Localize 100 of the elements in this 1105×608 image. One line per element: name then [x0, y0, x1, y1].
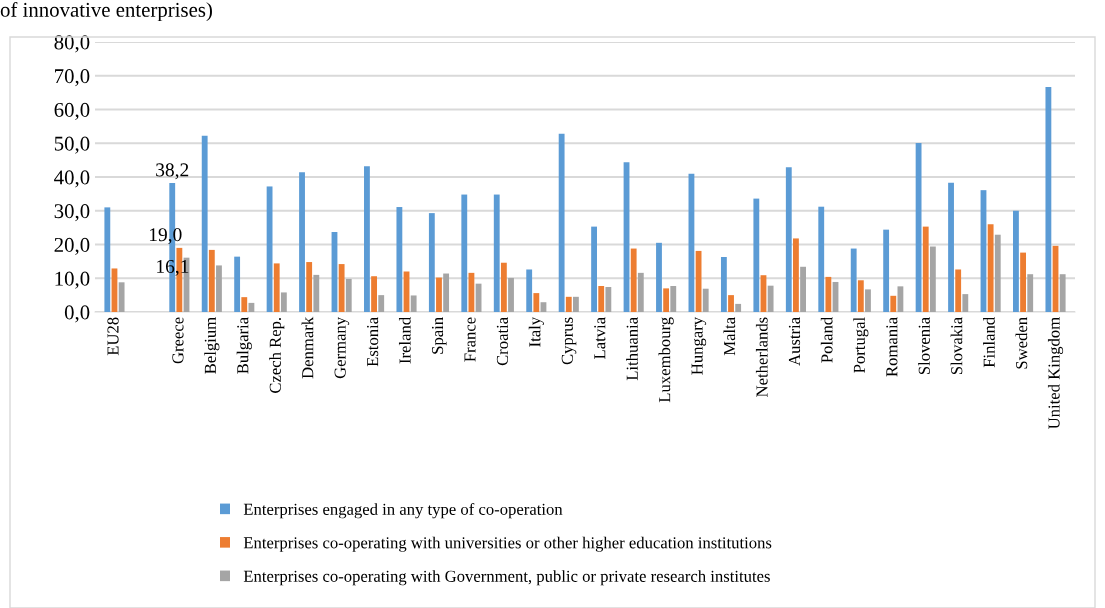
x-tick-label: Belgium [204, 317, 220, 374]
bar [670, 286, 677, 312]
bar [1059, 274, 1066, 312]
bar [1013, 210, 1019, 312]
y-tick-label: 70,0 [55, 69, 90, 87]
bar [526, 269, 533, 312]
bar [818, 206, 825, 312]
x-tick-label: Luxembourg [658, 317, 674, 403]
bar [201, 135, 208, 312]
legend-label: Enterprises co-operating with Government, public or private research institutes [243, 570, 770, 586]
bar [493, 194, 500, 312]
y-tick-label: 60,0 [54, 102, 90, 120]
y-tick-label: 50,0 [54, 136, 90, 154]
bar [558, 133, 565, 312]
x-tick-label: Hungary [691, 316, 707, 375]
y-tick-label: 20,0 [54, 237, 90, 255]
bar [572, 296, 579, 312]
bar [591, 226, 598, 312]
x-tick-label: Sweden [1015, 317, 1028, 369]
bar [728, 295, 734, 312]
bar [929, 246, 936, 312]
x-tick-label: Malta [723, 317, 736, 356]
bar [948, 182, 954, 312]
bar [436, 277, 442, 312]
x-tick-label: Estonia [367, 317, 379, 367]
bar [767, 285, 774, 312]
bar [962, 294, 969, 312]
bar [371, 276, 377, 312]
x-tick-label: Slovenia [918, 317, 930, 375]
bar [508, 277, 514, 312]
x-tick-label: Netherlands [755, 317, 768, 397]
bar [955, 269, 962, 312]
bar [565, 296, 572, 312]
bar [637, 272, 644, 312]
y-tick-label: 0,0 [64, 305, 90, 323]
bar [533, 293, 540, 312]
bar [234, 256, 241, 312]
bar [313, 274, 320, 312]
x-tick-label: Romania [886, 317, 898, 377]
bar [857, 280, 864, 312]
bar [500, 262, 507, 312]
bar [345, 278, 352, 312]
bar [922, 226, 929, 312]
y-tick-label: 10,0 [55, 271, 90, 289]
bar [883, 229, 890, 312]
x-tick-label: Austria [788, 317, 801, 366]
x-tick-label: France [464, 317, 476, 362]
bar [364, 166, 370, 312]
bar [915, 142, 922, 312]
bar [410, 295, 417, 312]
bar [280, 292, 287, 312]
x-tick-label: Poland [820, 317, 833, 363]
bar [1020, 252, 1026, 312]
y-tick-label: 30,0 [54, 204, 90, 222]
bar [994, 234, 1001, 312]
bar [825, 276, 832, 312]
bar [338, 264, 345, 312]
legend-label: Enterprises co-operating with universities or other higher education institutions [243, 536, 772, 552]
x-tick-label: Portugal [853, 317, 869, 373]
bar [273, 263, 280, 312]
bar [656, 242, 662, 312]
chart-title: of innovative enterprises) [0, 2, 212, 22]
bar [702, 288, 709, 312]
x-tick-label: Czech Rep. [269, 317, 285, 393]
y-tick-label: 80,0 [54, 35, 90, 53]
bar [306, 262, 313, 312]
bar [598, 286, 605, 312]
x-tick-label: Denmark [301, 316, 314, 379]
bar [987, 224, 994, 312]
x-tick-label: Latvia [594, 317, 606, 359]
bar [605, 287, 612, 312]
bar [890, 295, 897, 312]
x-tick-label: Spain [431, 317, 447, 354]
x-tick-label: Bulgaria [236, 317, 252, 374]
y-tick-label: 40,0 [54, 170, 90, 188]
x-tick-label: Cyprus [561, 317, 577, 365]
bar [241, 297, 248, 312]
x-tick-label: Slovakia [950, 317, 963, 375]
bar [104, 207, 111, 312]
x-tick-label: EU28 [107, 317, 119, 356]
x-tick-label: Greece [172, 317, 184, 364]
x-tick-label: United Kingdom [1047, 317, 1064, 429]
bar [378, 295, 385, 312]
x-tick-label: Germany [334, 316, 350, 379]
bar [1027, 274, 1034, 312]
bar [720, 256, 727, 312]
bar [630, 248, 637, 312]
bar [396, 207, 403, 312]
bar [443, 273, 450, 312]
x-tick-label: Italy [528, 316, 544, 347]
bar [428, 213, 435, 312]
bar [663, 288, 670, 312]
x-tick-label: Ireland [398, 317, 411, 364]
bar [753, 198, 760, 312]
bar [118, 282, 125, 312]
bar [461, 194, 468, 312]
bar [785, 167, 792, 312]
x-tick-label: Croatia [496, 317, 509, 366]
legend-label: Enterprises engaged in any type of co-operation [243, 503, 563, 519]
bar [248, 302, 255, 312]
